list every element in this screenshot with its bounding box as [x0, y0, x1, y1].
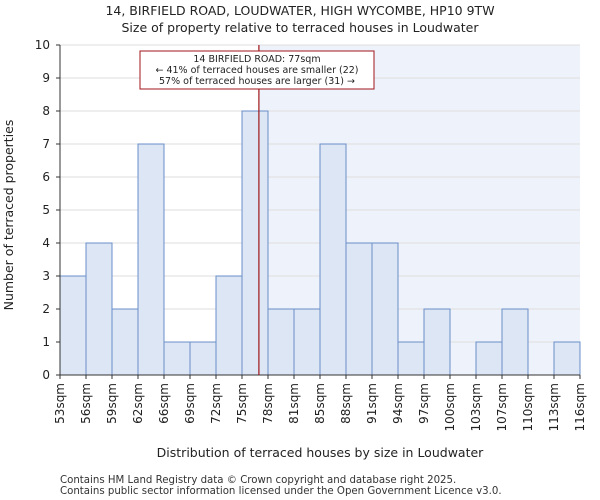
- x-tick-label: 116sqm: [573, 383, 587, 431]
- x-tick-label: 110sqm: [521, 383, 535, 431]
- x-tick-label: 94sqm: [391, 383, 405, 424]
- x-tick-label: 91sqm: [365, 383, 379, 424]
- x-tick-label: 53sqm: [53, 383, 67, 424]
- y-tick-label: 1: [42, 335, 50, 349]
- x-tick-label: 113sqm: [547, 383, 561, 431]
- footer-line-1: Contains HM Land Registry data © Crown c…: [60, 475, 456, 486]
- bar-103sqm: [475, 341, 503, 376]
- x-tick-label: 59sqm: [105, 383, 119, 424]
- x-tick-label: 100sqm: [443, 383, 457, 431]
- y-ticks: 0 1 2 3 4 5 6 7 8 9 10: [35, 38, 60, 382]
- bar-97sqm: [423, 308, 451, 376]
- bar-62sqm: [137, 143, 165, 376]
- bar-85sqm: [319, 143, 347, 376]
- footer-line-2: Contains public sector information licen…: [60, 486, 502, 497]
- annotation-line-2: ← 41% of terraced houses are smaller (22…: [155, 65, 358, 76]
- x-tick-label: 88sqm: [339, 383, 353, 424]
- x-tick-label: 62sqm: [131, 383, 145, 424]
- y-tick-label: 10: [35, 38, 50, 52]
- annotation-frame: [139, 50, 375, 90]
- y-tick-label: 7: [42, 137, 50, 151]
- bar-81sqm: [293, 308, 321, 376]
- bar-88sqm: [345, 242, 373, 376]
- bar-53sqm: [59, 275, 87, 376]
- y-tick-label: 4: [42, 236, 50, 250]
- y-tick-label: 2: [42, 302, 50, 316]
- x-tick-label: 78sqm: [261, 383, 275, 424]
- bar-69sqm: [189, 341, 217, 376]
- x-tick-label: 81sqm: [287, 383, 301, 424]
- y-tick-label: 6: [42, 170, 50, 184]
- chart-title: 14, BIRFIELD ROAD, LOUDWATER, HIGH WYCOM…: [105, 3, 494, 18]
- annotation-line-1: 14 BIRFIELD ROAD: 77sqm: [193, 54, 320, 65]
- bar-91sqm: [371, 242, 399, 376]
- x-tick-label: 97sqm: [417, 383, 431, 424]
- x-ticks: 53sqm 56sqm 59sqm 62sqm 66sqm 69sqm 72sqm 75sqm…: [53, 375, 587, 431]
- bar-72sqm: [215, 275, 243, 376]
- y-tick-label: 0: [42, 368, 50, 382]
- y-tick-label: 3: [42, 269, 50, 283]
- bar-78sqm: [267, 308, 295, 376]
- bar-75sqm: [241, 110, 269, 376]
- annotation-line-3: 57% of terraced houses are larger (31) →: [159, 76, 355, 87]
- bars: [59, 110, 581, 376]
- chart-subtitle: Size of property relative to terraced ho…: [122, 20, 480, 35]
- x-tick-label: 75sqm: [235, 383, 249, 424]
- x-tick-label: 56sqm: [79, 383, 93, 424]
- x-tick-label: 103sqm: [469, 383, 483, 431]
- x-tick-label: 85sqm: [313, 383, 327, 424]
- bar-94sqm: [397, 341, 425, 376]
- bar-66sqm: [163, 341, 191, 376]
- x-tick-label: 107sqm: [495, 383, 509, 431]
- x-tick-label: 66sqm: [157, 383, 171, 424]
- y-tick-label: 8: [42, 104, 50, 118]
- x-tick-label: 69sqm: [183, 383, 197, 424]
- bar-107sqm: [501, 308, 529, 376]
- bar-113sqm: [553, 341, 581, 376]
- x-tick-label: 72sqm: [209, 383, 223, 424]
- y-tick-label: 5: [42, 203, 50, 217]
- x-axis-label: Distribution of terraced houses by size …: [157, 445, 484, 460]
- bar-59sqm: [111, 308, 139, 376]
- bar-56sqm: [85, 242, 113, 376]
- annotation-box: 14 BIRFIELD ROAD: 77sqm ← 41% of terrace…: [139, 50, 375, 90]
- y-axis-label: Number of terraced properties: [1, 120, 16, 311]
- y-tick-label: 9: [42, 71, 50, 85]
